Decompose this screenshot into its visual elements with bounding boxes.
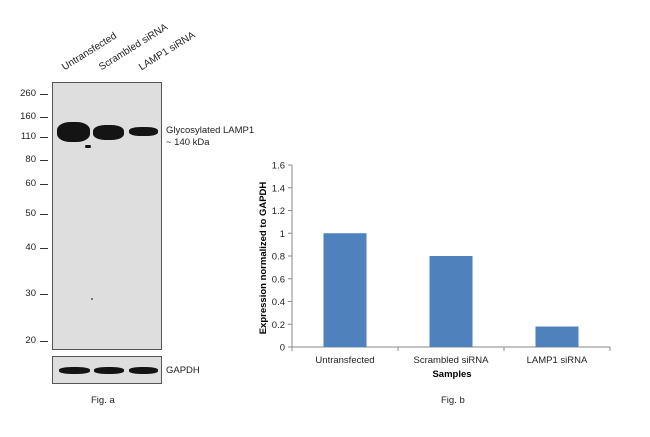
band-gapdh-untransfected <box>59 367 90 374</box>
x-tick-label: Untransfected <box>315 355 374 366</box>
mw-marker-20: 20 <box>25 335 36 346</box>
mw-marker-260: 260 <box>20 88 36 99</box>
mw-marker-40: 40 <box>25 242 36 253</box>
band-artifact <box>85 145 91 148</box>
band-label-name: Glycosylated LAMP1 <box>166 125 255 136</box>
gapdh-membrane <box>52 356 162 384</box>
blot-membrane <box>52 82 162 350</box>
y-tick-label: 1 <box>280 229 285 240</box>
mw-tick <box>40 248 48 249</box>
y-tick-label: 0.2 <box>272 320 285 331</box>
x-tick-label: Scrambled siRNA <box>414 355 490 366</box>
band-lamp1-knockdown <box>129 127 158 136</box>
band-annotation: Glycosylated LAMP1 ~ 140 kDa <box>166 125 254 149</box>
bar <box>429 256 473 347</box>
band-lamp1-scrambled <box>93 125 124 140</box>
y-tick-label: 0.4 <box>272 297 285 308</box>
mw-tick <box>40 214 48 215</box>
bar <box>323 233 367 347</box>
bar <box>535 326 579 347</box>
y-axis-title: Expression normalized to GAPDH <box>258 182 269 335</box>
x-axis: Untransfected Scrambled siRNA LAMP1 siRNA <box>291 346 611 366</box>
mw-marker-30: 30 <box>25 288 36 299</box>
y-tick-label: 1.2 <box>272 206 285 217</box>
mw-marker-110: 110 <box>20 131 36 142</box>
y-tick-label: 0.8 <box>272 252 285 263</box>
mw-tick <box>40 184 48 185</box>
caption-fig-b: Fig. b <box>441 395 465 406</box>
mw-tick <box>40 341 48 342</box>
band-gapdh-lamp1 <box>129 367 158 374</box>
mw-tick <box>40 294 48 295</box>
gapdh-label: GAPDH <box>166 365 200 376</box>
mw-marker-50: 50 <box>25 208 36 219</box>
mw-tick <box>40 117 48 118</box>
mw-marker-80: 80 <box>25 154 36 165</box>
mw-tick <box>40 137 48 138</box>
blot-speck <box>91 298 93 300</box>
y-tick-label: 1.4 <box>272 183 285 194</box>
band-label-size: ~ 140 kDa <box>166 137 210 148</box>
y-tick-label: 0 <box>280 343 285 354</box>
bars <box>323 233 579 347</box>
x-axis-title: Samples <box>432 369 471 380</box>
mw-marker-160: 160 <box>20 111 36 122</box>
y-tick-label: 1.6 <box>272 161 285 172</box>
mw-tick <box>40 94 48 95</box>
mw-tick <box>40 160 48 161</box>
band-gapdh-scrambled <box>94 367 124 374</box>
mw-marker-60: 60 <box>25 178 36 189</box>
caption-fig-a: Fig. a <box>91 395 115 406</box>
band-lamp1-untransfected <box>57 122 90 142</box>
y-tick-label: 0.6 <box>272 274 285 285</box>
y-axis: 0 0.2 0.4 0.6 0.8 1 1.2 1.4 1.6 <box>272 161 293 354</box>
x-tick-label: LAMP1 siRNA <box>527 355 588 366</box>
